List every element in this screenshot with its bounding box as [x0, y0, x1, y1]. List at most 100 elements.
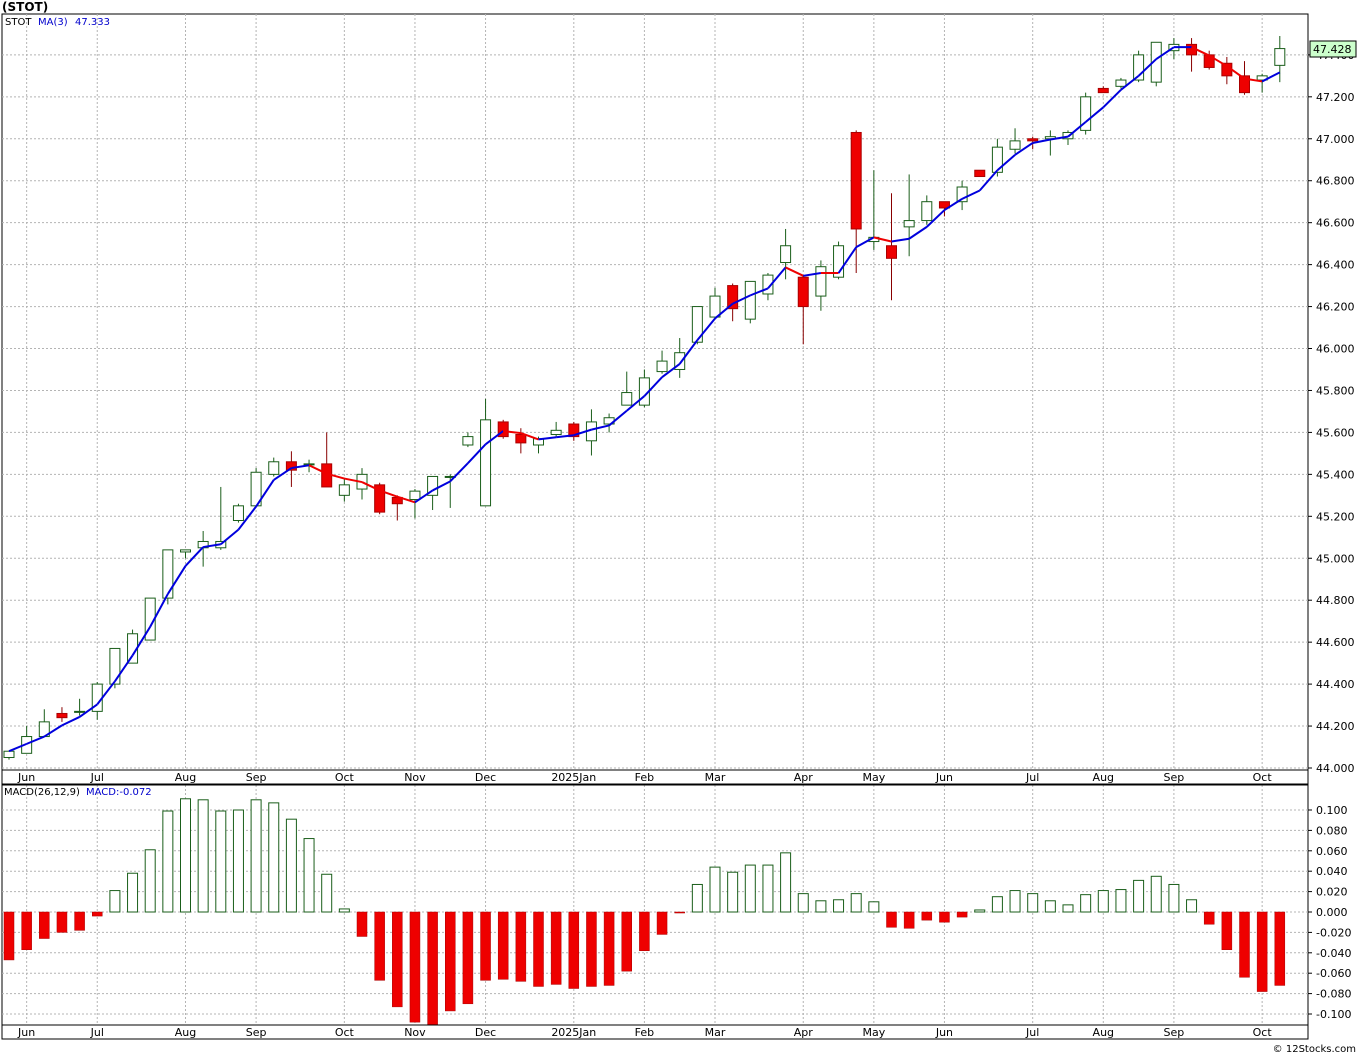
macd-tick-label: -0.080	[1316, 988, 1351, 1001]
ma-line-segment	[749, 287, 769, 297]
ma-line-segment	[785, 266, 804, 277]
chart-title: (STOT)	[2, 0, 49, 14]
macd-bar	[1133, 879, 1145, 913]
price-tick-label: 45.200	[1316, 510, 1355, 523]
candle-body	[938, 201, 950, 209]
macd-bar	[1186, 899, 1198, 913]
candle-body	[568, 423, 580, 438]
ma-line-segment	[643, 376, 663, 397]
candle-body	[815, 266, 827, 297]
ma-line-segment	[873, 236, 892, 243]
price-month-label: Jun	[935, 771, 953, 784]
ma-line-segment	[1261, 71, 1281, 83]
ma-line-segment	[8, 742, 28, 753]
macd-bar	[991, 896, 1003, 913]
macd-bar	[1150, 875, 1162, 913]
price-panel: 44.000 44.200 44.400 44.600 44.800 45.000 45.2…	[1, 13, 1357, 785]
price-x-axis	[1, 769, 1309, 785]
price-tick-label: 45.000	[1316, 552, 1355, 565]
candle-body	[268, 461, 280, 475]
macd-bar	[974, 909, 986, 913]
price-month-label: Jul	[1025, 771, 1039, 784]
candle-body	[462, 436, 474, 446]
ma-line-segment	[661, 363, 681, 378]
ma-line-segment	[626, 395, 646, 412]
macd-bar	[939, 911, 950, 923]
ma-line-segment	[184, 546, 204, 567]
candle-body	[921, 201, 933, 222]
candle-body	[303, 463, 315, 466]
macd-bar	[921, 911, 933, 921]
macd-bar	[480, 911, 491, 981]
macd-bar	[268, 802, 280, 913]
macd-bar	[1044, 900, 1056, 913]
macd-bar	[356, 911, 368, 937]
candle-body	[180, 549, 191, 553]
ma-line-segment	[1244, 77, 1263, 83]
price-tick-label: 46.200	[1316, 301, 1355, 314]
candle-body	[780, 245, 792, 264]
price-month-label: Feb	[635, 771, 654, 784]
macd-bar	[285, 818, 297, 913]
price-month-label: Nov	[404, 771, 426, 784]
macd-month-label: 2025Jan	[551, 1026, 596, 1039]
macd-month-label: Jun	[17, 1026, 35, 1039]
macd-bar	[197, 799, 209, 913]
ma-line-segment	[520, 432, 539, 441]
candle-body	[886, 245, 897, 259]
ma-line-segment	[114, 654, 134, 682]
price-month-label: May	[862, 771, 885, 784]
macd-bar	[550, 911, 562, 985]
price-month-label: Jul	[90, 771, 104, 784]
macd-bar	[744, 864, 756, 913]
macd-bar	[886, 911, 897, 928]
macd-bar	[850, 893, 862, 913]
price-tick-label: 45.400	[1316, 468, 1355, 481]
ma-line-segment	[291, 464, 310, 470]
candle-body	[727, 285, 739, 310]
last-price-label: 47.428	[1313, 43, 1352, 56]
macd-bar	[1027, 893, 1039, 913]
ma-line-segment	[1014, 142, 1034, 156]
candle-body	[974, 169, 986, 178]
macd-month-label: Oct	[1253, 1026, 1273, 1039]
macd-bar	[868, 901, 880, 913]
macd-bar	[374, 911, 385, 981]
ma-line-segment	[467, 443, 487, 464]
ma-line-segment	[978, 169, 999, 192]
ma-line-segment	[803, 272, 822, 277]
macd-bar	[321, 873, 333, 913]
price-month-label: Apr	[794, 771, 814, 784]
price-month-label: Aug	[175, 771, 196, 784]
ma-line-segment	[767, 266, 787, 290]
macd-bar	[639, 911, 650, 952]
ma-line-segment	[996, 154, 1016, 171]
macd-bar	[1203, 911, 1215, 925]
macd-bar	[1274, 911, 1286, 986]
ma-line-segment	[556, 434, 574, 439]
price-month-label: Oct	[1253, 771, 1273, 784]
ma-line-segment	[678, 339, 699, 365]
macd-bar	[39, 911, 50, 939]
macd-bar	[1009, 890, 1021, 913]
price-month-label: Oct	[335, 771, 355, 784]
ma-line-segment	[608, 409, 628, 427]
price-tick-label: 47.000	[1316, 133, 1355, 146]
ma-line-segment	[255, 479, 275, 508]
candle-body	[903, 220, 915, 228]
price-month-label: Jun	[17, 771, 35, 784]
macd-bar	[497, 911, 509, 980]
macd-bar	[162, 810, 174, 913]
candle-body	[285, 461, 297, 471]
ma-line-segment	[149, 593, 169, 628]
ma-line-segment	[43, 724, 63, 738]
macd-bar	[109, 890, 121, 913]
macd-tick-label: 0.100	[1316, 804, 1348, 817]
price-tick-label: 44.200	[1316, 720, 1355, 733]
macd-bar	[303, 838, 315, 913]
candle-body	[691, 306, 703, 343]
price-tick-label: 46.800	[1316, 175, 1355, 188]
price-month-label: Sep	[1164, 771, 1185, 784]
macd-bar	[409, 911, 421, 1023]
candle-body	[550, 429, 562, 436]
